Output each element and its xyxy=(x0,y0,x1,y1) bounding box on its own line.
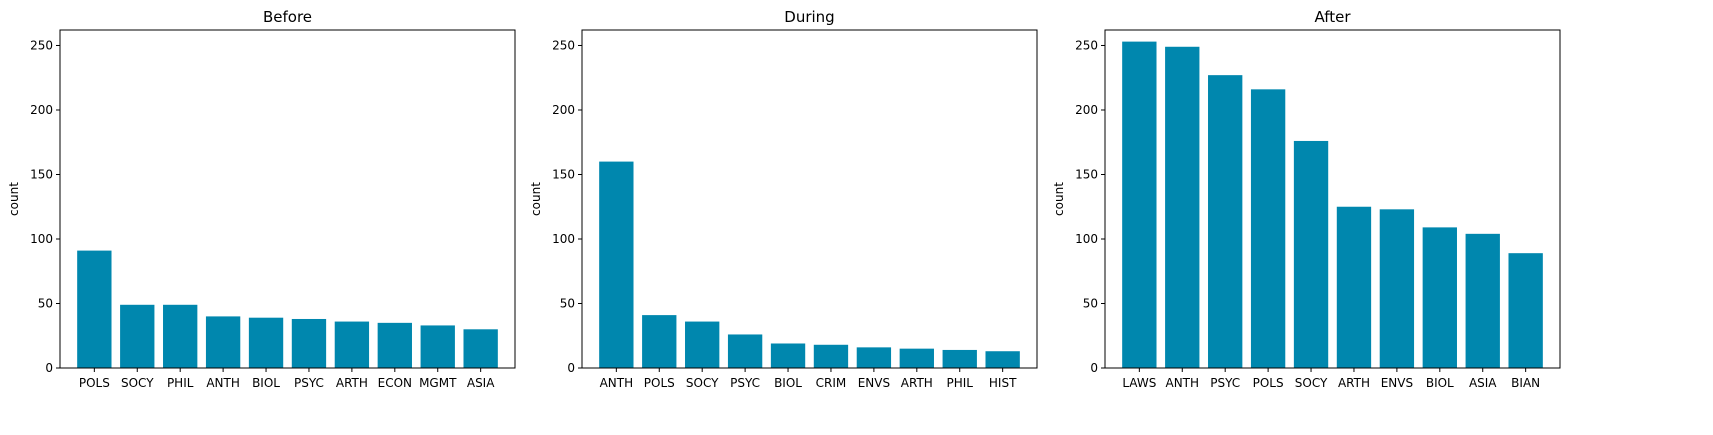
y-axis-label: count xyxy=(1052,182,1066,216)
x-tick-label: ASIA xyxy=(467,376,495,390)
x-tick-label: ANTH xyxy=(600,376,634,390)
x-tick-label: PSYC xyxy=(294,376,324,390)
bar-envs xyxy=(1379,209,1415,368)
bar-pols xyxy=(642,315,677,368)
bar-asia xyxy=(463,329,498,368)
chart-title: Before xyxy=(263,8,312,26)
y-tick-label: 50 xyxy=(38,296,53,310)
y-axis-label: count xyxy=(529,182,543,216)
x-tick-label: BIOL xyxy=(1426,376,1454,390)
y-tick-label: 50 xyxy=(1083,296,1098,310)
bar-socy xyxy=(120,304,155,368)
bar-bian xyxy=(1508,253,1543,368)
x-tick-label: ENVS xyxy=(1381,376,1413,390)
x-tick-label: POLS xyxy=(1253,376,1284,390)
bar-asia xyxy=(1465,233,1500,368)
bar-psyc xyxy=(1208,75,1243,369)
bar-laws xyxy=(1122,41,1157,369)
bar-socy xyxy=(685,321,720,368)
x-tick-label: CRIM xyxy=(816,376,847,390)
y-tick-label: 100 xyxy=(1075,232,1098,246)
bar-econ xyxy=(377,322,412,368)
bar-pols xyxy=(1250,89,1286,368)
x-tick-label: PHIL xyxy=(946,376,973,390)
bar-phil xyxy=(163,304,198,368)
axes-frame xyxy=(581,29,1038,369)
axes-frame xyxy=(59,29,516,369)
bar-pols xyxy=(77,250,112,368)
x-tick-label: ECON xyxy=(378,376,412,390)
y-tick-label: 50 xyxy=(560,296,575,310)
bar-arth xyxy=(334,321,370,368)
y-tick-label: 0 xyxy=(567,361,575,375)
bar-biol xyxy=(770,343,806,368)
bar-anth xyxy=(599,161,634,368)
x-tick-label: PHIL xyxy=(167,376,194,390)
bar-crim xyxy=(813,344,849,368)
bar-hist xyxy=(985,351,1020,368)
bar-psyc xyxy=(291,318,327,368)
x-tick-label: ENVS xyxy=(858,376,890,390)
x-tick-label: BIOL xyxy=(252,376,280,390)
bar-psyc xyxy=(727,334,763,368)
y-tick-label: 250 xyxy=(552,38,575,52)
chart-panel-2: ANTH POLS SOCY PSYC BIOL CRIM ENVS ARTH PHIL HIST… xyxy=(529,8,1038,390)
x-tick-label: ASIA xyxy=(1469,376,1497,390)
x-tick-label: POLS xyxy=(644,376,675,390)
axes-frame xyxy=(1104,29,1561,369)
y-tick-label: 250 xyxy=(1075,38,1098,52)
x-tick-label: BIAN xyxy=(1511,376,1540,390)
x-tick-label: BIOL xyxy=(774,376,802,390)
x-tick-label: ARTH xyxy=(336,376,368,390)
x-tick-label: POLS xyxy=(79,376,110,390)
x-tick-label: MGMT xyxy=(419,376,457,390)
y-tick-label: 150 xyxy=(30,167,53,181)
x-tick-label: SOCY xyxy=(121,376,154,390)
y-axis-label: count xyxy=(7,182,21,216)
y-tick-label: 200 xyxy=(30,103,53,117)
x-tick-label: LAWS xyxy=(1122,376,1156,390)
y-tick-label: 0 xyxy=(1090,361,1098,375)
chart-title: During xyxy=(784,8,834,26)
y-tick-label: 200 xyxy=(552,103,575,117)
x-tick-label: PSYC xyxy=(730,376,760,390)
y-tick-label: 0 xyxy=(45,361,53,375)
bar-mgmt xyxy=(420,325,455,368)
y-tick-label: 250 xyxy=(30,38,53,52)
bar-anth xyxy=(1165,46,1200,369)
chart-panel-3: LAWS ANTH PSYC POLS SOCY ARTH ENVS BIOL ASIA BIAN… xyxy=(1052,8,1561,390)
x-tick-label: SOCY xyxy=(1295,376,1328,390)
bar-arth xyxy=(899,348,934,368)
bar-phil xyxy=(942,349,977,368)
x-tick-label: ARTH xyxy=(901,376,933,390)
bar-anth xyxy=(205,316,241,368)
y-tick-label: 100 xyxy=(552,232,575,246)
y-tick-label: 100 xyxy=(30,232,53,246)
x-tick-label: SOCY xyxy=(686,376,719,390)
chart-title: After xyxy=(1314,8,1351,26)
bar-socy xyxy=(1293,140,1329,368)
x-tick-label: PSYC xyxy=(1210,376,1240,390)
chart-panel-1: POLS SOCY PHIL ANTH BIOL PSYC ARTH ECON MGMT ASIA… xyxy=(7,8,516,390)
x-tick-label: ARTH xyxy=(1338,376,1370,390)
bar-biol xyxy=(1422,227,1457,368)
y-tick-label: 200 xyxy=(1075,103,1098,117)
x-tick-label: ANTH xyxy=(1165,376,1199,390)
bar-envs xyxy=(856,347,892,368)
x-tick-label: HIST xyxy=(989,376,1017,390)
bar-biol xyxy=(248,317,284,368)
y-tick-label: 150 xyxy=(1075,167,1098,181)
bar-arth xyxy=(1336,206,1372,368)
x-tick-label: ANTH xyxy=(206,376,240,390)
y-tick-label: 150 xyxy=(552,167,575,181)
